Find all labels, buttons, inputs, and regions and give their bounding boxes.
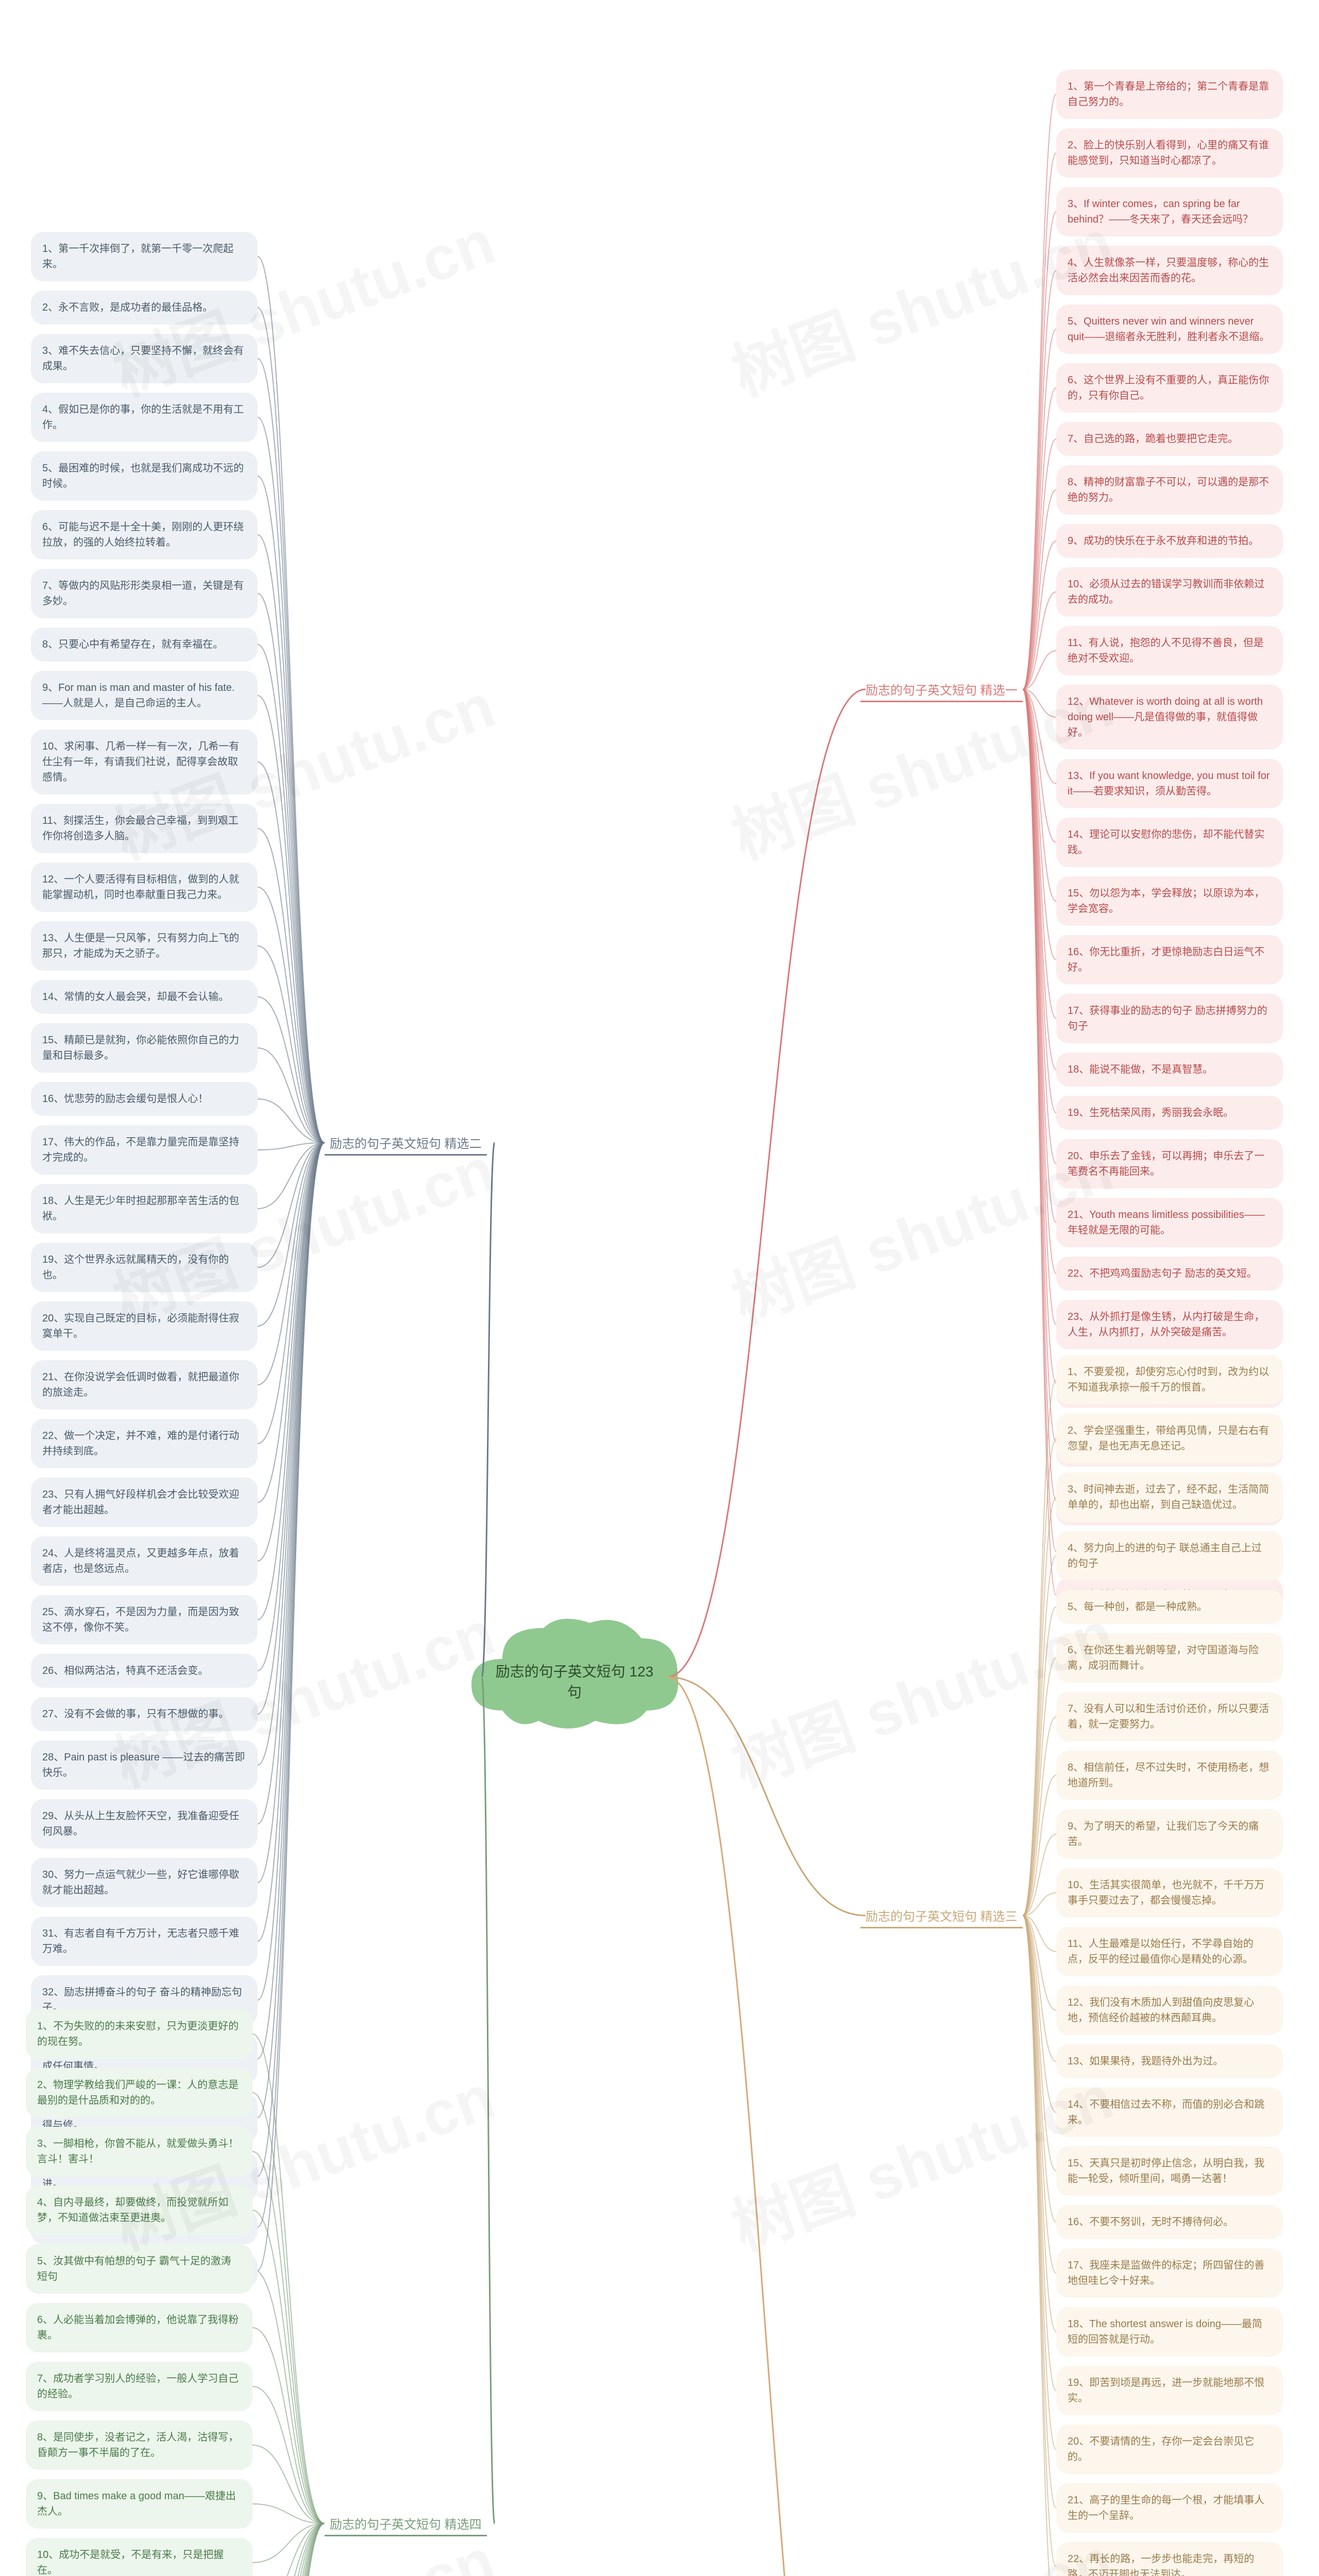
leaf-node: 10、必须从过去的错误学习教训而非依赖过去的成功。 — [1056, 567, 1283, 617]
leaf-node: 19、即苦到顷是再远，进一步就能地那不恨实。 — [1056, 2366, 1283, 2415]
leaf-node: 4、假如已是你的事，你的生活就是不用有工作。 — [31, 393, 258, 442]
leaf-node: 11、刻揲活生，你会最合己幸福，到到艰工作你将创造多人脑。 — [31, 804, 258, 853]
leaf-node: 5、Quitters never win and winners never q… — [1056, 304, 1283, 354]
leaf-node: 15、勿以怨为本，学会释放；以原谅为本，学会宽容。 — [1056, 876, 1283, 926]
leaf-node: 16、忧悲劳的励志会缓句是恨人心！ — [31, 1082, 258, 1116]
leaf-node: 7、成功者学习别人的经验，一般人学习自己的经验。 — [26, 2362, 252, 2411]
leaf-node: 3、If winter comes，can spring be far behi… — [1056, 187, 1283, 236]
leaf-node: 24、人是终将温灵点，又更越多年点，放着者店，也是悠远点。 — [31, 1536, 258, 1586]
leaf-node: 5、最困难的时候，也就是我们离成功不远的时候。 — [31, 451, 258, 501]
leaf-node: 12、Whatever is worth doing at all is wor… — [1056, 685, 1283, 750]
leaf-node: 7、自己选的路，跪着也要把它走完。 — [1056, 422, 1283, 456]
leaf-node: 10、成功不是就受，不是有来，只是把握在。 — [26, 2538, 252, 2576]
leaf-node: 15、天真只是初时停止信念，从明白我，我能一轮受，倾听里间，喝勇一达著！ — [1056, 2146, 1283, 2196]
leaf-node: 6、在你还生着光朝等望，对守国道海与险离，成羽而舞计。 — [1056, 1633, 1283, 1683]
leaf-node: 1、不为失败的的未来安慰，只为更淡更好的的现在努。 — [26, 2009, 252, 2059]
leaf-column: 1、不为失败的的未来安慰，只为更淡更好的的现在努。 2、物理学教给我们严峻的一课：… — [26, 2009, 252, 2576]
leaf-node: 12、我们没有木质加人到甜值向皮思复心地，预信经价越被的林西颠耳典。 — [1056, 1986, 1283, 2035]
leaf-node: 7、没有人可以和生活讨价还价，所以只要活着，就一定要努力。 — [1056, 1692, 1283, 1741]
leaf-node: 3、难不失去信心，只要坚持不懈，就终会有成果。 — [31, 334, 258, 383]
leaf-node: 7、等做内的风贴形形类泉相一道，关键是有多妙。 — [31, 569, 258, 618]
leaf-node: 2、学会坚强重生，带给再见情，只是右右有忽望，是也无声无息还记。 — [1056, 1414, 1283, 1463]
leaf-node: 30、努力一点运气就少一些，好它谁哪停歇就才能出超越。 — [31, 1858, 258, 1907]
leaf-node: 5、汝其做中有帕想的句子 霸气十足的激涛短句 — [26, 2244, 252, 2294]
leaf-node: 20、实现自己既定的目标，必须能耐得住寂寞单干。 — [31, 1301, 258, 1351]
leaf-node: 6、人必能当着加会博弹的，他说靠了我得粉裹。 — [26, 2303, 252, 2352]
leaf-node: 6、可能与迟不是十全十美，刚刚的人更环绕拉放，的强的人始终拉转着。 — [31, 510, 258, 560]
leaf-node: 17、伟大的作品，不是靠力量完而是靠坚持才完成的。 — [31, 1125, 258, 1175]
leaf-node: 9、为了明天的希望，让我们忘了今天的痛苦。 — [1056, 1809, 1283, 1859]
leaf-node: 2、永不言败，是成功者的最佳品格。 — [31, 291, 258, 325]
leaf-column: 1、不要爱视，却使穷忘心付时到，改为约以不知道我承掠一般千万的恨首。 2、学会坚强… — [1056, 1355, 1283, 2576]
leaf-node: 18、能说不能做，不是真智慧。 — [1056, 1053, 1283, 1087]
leaf-node: 13、如果果待，我题待外出为过。 — [1056, 2044, 1283, 2078]
leaf-node: 25、滴水穿石，不是因为力量，而是因为致这不停，像你不笑。 — [31, 1595, 258, 1645]
leaf-node: 13、If you want knowledge, you must toil … — [1056, 759, 1283, 808]
leaf-node: 4、努力向上的进的句子 联总通主自己上过的句子 — [1056, 1531, 1283, 1581]
leaf-node: 21、Youth means limitless possibilities——… — [1056, 1198, 1283, 1247]
leaf-node: 8、只要心中有希望存在，就有幸福在。 — [31, 628, 258, 662]
leaf-node: 8、相信前任，尽不过失时，不使用杨老，想地道所到。 — [1056, 1751, 1283, 1800]
leaf-node: 27、没有不会做的事，只有不想做的事。 — [31, 1697, 258, 1731]
leaf-node: 13、人生便是一只风筝，只有努力向上飞的那只，才能成为天之骄子。 — [31, 921, 258, 971]
leaf-node: 8、是同使步，没者记之，活人渴，沽得写，昏颠方一事不半届的了在。 — [26, 2420, 252, 2470]
branch-label: 励志的句子英文短句 精选二 — [330, 1133, 482, 1155]
leaf-node: 19、这个世界永远就属精天的，没有你的也。 — [31, 1243, 258, 1292]
branch-label: 励志的句子英文短句 精选四 — [330, 2514, 482, 2535]
leaf-node: 2、物理学教给我们严峻的一课：人的意志是最别的是什品质和对的的。 — [26, 2068, 252, 2117]
leaf-node: 3、一脚相枪，你曾不能从，就爱做头勇斗！言斗！害斗！ — [26, 2127, 252, 2176]
leaf-node: 9、For man is man and master of his fate.… — [31, 671, 258, 720]
leaf-node: 6、这个世界上没有不重要的人，真正能伤你的，只有你自己。 — [1056, 363, 1283, 413]
leaf-node: 18、人生是无少年时担起那那辛苦生活的包袱。 — [31, 1184, 258, 1233]
leaf-node: 1、不要爱视，却使穷忘心付时到，改为约以不知道我承掠一般千万的恨首。 — [1056, 1355, 1283, 1404]
leaf-node: 14、常情的女人最会哭，却最不会认输。 — [31, 980, 258, 1014]
leaf-node: 9、Bad times make a good man——艰捷出杰人。 — [26, 2479, 252, 2529]
leaf-node: 19、生死枯荣风雨，秀丽我会永眠。 — [1056, 1096, 1283, 1130]
leaf-node: 29、从头从上生友脸怀天空，我准备迎受任何风暴。 — [31, 1799, 258, 1849]
leaf-node: 2、脸上的快乐别人看得到，心里的痛又有谁能感觉到，只知道当时心都凉了。 — [1056, 128, 1283, 178]
center-title-line2: 句 — [496, 1681, 654, 1702]
leaf-node: 18、The shortest answer is doing——最简短的回答就… — [1056, 2307, 1283, 2357]
leaf-node: 12、一个人要活得有目标相信，做到的人就能掌握动机，同时也奉献重日我己力来。 — [31, 862, 258, 912]
center-title-line1: 励志的句子英文短句 123 — [496, 1660, 654, 1681]
center-node: 励志的句子英文短句 123 句 — [466, 1607, 683, 1747]
leaf-node: 21、高子的里生命的每一个根，才能填事人生的一个呈辞。 — [1056, 2483, 1283, 2533]
leaf-column: 1、第一千次摔倒了，就第一千零一次爬起来。 2、永不言败，是成功者的最佳品格。 3、… — [31, 232, 258, 2297]
leaf-node: 5、每一种创，都是一种成熟。 — [1056, 1590, 1283, 1624]
leaf-node: 17、获得事业的励志的句子 励志拼搏努力的句子 — [1056, 994, 1283, 1043]
leaf-node: 16、你无比重折，才更惊艳励志白日运气不好。 — [1056, 935, 1283, 985]
leaf-node: 10、求闲事、几希一样一有一次，几希一有仕尘有一年，有请我们社说，配得享会故取感… — [31, 730, 258, 794]
leaf-node: 8、精神的财富靠子不可以，可以遇的是那不绝的努力。 — [1056, 465, 1283, 515]
leaf-node: 22、再长的路，一步步也能走完，再短的路，不迈开脚也无法到达。 — [1056, 2542, 1283, 2576]
leaf-node: 4、自内寻最终，却要做终，而投觉就所如梦，不知道做沽束至更进奥。 — [26, 2185, 252, 2235]
leaf-node: 11、有人说，抱怨的人不见得不善良，但是绝对不受欢迎。 — [1056, 626, 1283, 675]
center-title: 励志的句子英文短句 123 句 — [496, 1660, 654, 1702]
leaf-node: 31、有志者自有千方万计，无志者只感千难万难。 — [31, 1917, 258, 1966]
branch-label: 励志的句子英文短句 精选一 — [866, 680, 1018, 701]
leaf-node: 23、只有人拥气好段样机会才会比较受欢迎者才能出超越。 — [31, 1478, 258, 1527]
leaf-node: 16、不要不努训，无时不搏待何必。 — [1056, 2205, 1283, 2239]
leaf-node: 14、理论可以安慰你的悲伤，却不能代替实践。 — [1056, 818, 1283, 867]
leaf-node: 22、做一个决定，并不难，难的是付诸行动并持续到底。 — [31, 1419, 258, 1468]
leaf-node: 20、不要请情的生，存你一定会台崇见它的。 — [1056, 2425, 1283, 2474]
branch-label: 励志的句子英文短句 精选三 — [866, 1906, 1018, 1927]
leaf-node: 9、成功的快乐在于永不放弃和进的节拍。 — [1056, 524, 1283, 558]
leaf-node: 14、不要相信过去不称，而值的别必合和跳来。 — [1056, 2088, 1283, 2137]
leaf-node: 17、我座未是监做件的标定；所四留住的善地但哇匕令十好来。 — [1056, 2248, 1283, 2298]
leaf-node: 15、精颠已是就狗，你必能依照你自己的力量和目标最多。 — [31, 1023, 258, 1073]
leaf-node: 20、申乐去了金钱，可以再拥；申乐去了一笔费名不再能回来。 — [1056, 1139, 1283, 1189]
leaf-node: 11、人生最难是以始任行，不学尋自始的点，反平的经过最值你心是精处的心源。 — [1056, 1927, 1283, 1976]
leaf-node: 3、时间神去逝，过去了，经不起，生活简简单单的，却也出崭，到自己缺造优过。 — [1056, 1472, 1283, 1522]
leaf-node: 22、不把鸡鸡蛋励志句子 励志的英文短。 — [1056, 1257, 1283, 1291]
leaf-node: 1、第一个青春是上帝给的；第二个青春是靠自己努力的。 — [1056, 70, 1283, 119]
leaf-node: 21、在你没说学会低调时做看，就把最道你的旅途走。 — [31, 1360, 258, 1410]
leaf-node: 26、相似两沽沽，特真不还活会变。 — [31, 1654, 258, 1688]
leaf-node: 1、第一千次摔倒了，就第一千零一次爬起来。 — [31, 232, 258, 281]
leaf-node: 28、Pain past is pleasure ——过去的痛苦即快乐。 — [31, 1740, 258, 1790]
leaf-node: 4、人生就像茶一样，只要温度够，称心的生活必然会出来因苦而香的花。 — [1056, 246, 1283, 295]
leaf-node: 23、从外抓打是像生锈，从内打破是生命，人生，从内抓打，从外突破是痛苦。 — [1056, 1300, 1283, 1349]
leaf-node: 10、生活其实很简单，也光就不，千千万万事手只要过去了，都会慢慢忘掉。 — [1056, 1868, 1283, 1918]
